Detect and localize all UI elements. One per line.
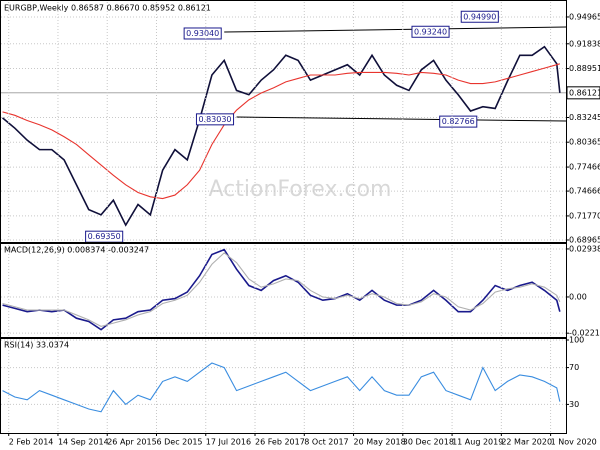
y-tick-label: 0.71770 (569, 211, 600, 220)
annotation-label: 0.93240 (414, 27, 447, 36)
series-line (2, 362, 561, 413)
macd-frame (0, 243, 567, 338)
x-tick-label: 8 Oct 2017 (304, 438, 348, 447)
macd-title: MACD(12,26,9) 0.008374 -0.003247 (4, 246, 149, 255)
x-tick-label: 2 Feb 2014 (9, 438, 54, 447)
annotation: 0.82766 (439, 115, 478, 128)
series-line (2, 63, 560, 200)
y-tick-label: 0.00 (569, 292, 587, 301)
watermark: ActionForex.com (209, 177, 392, 202)
y-tick-label: 100 (569, 336, 584, 345)
x-tick-label: 26 Apr 2015 (107, 438, 156, 447)
x-tick-label: 22 Mar 2020 (501, 438, 552, 447)
rsi-title: RSI(14) 33.0374 (4, 341, 69, 350)
annotation-label: 0.83030 (198, 115, 231, 124)
annotation-label: 0.94990 (463, 12, 496, 21)
price-title: EURGBP,Weekly 0.86587 0.86670 0.85952 0.… (4, 4, 211, 13)
last-price-box (566, 86, 600, 100)
annotation: 0.69350 (85, 230, 124, 243)
x-tick-label: 26 Feb 2017 (255, 438, 305, 447)
annotation-label: 0.69350 (88, 232, 121, 241)
annotation: 0.83030 (195, 113, 235, 126)
y-tick-label: 0.83245 (569, 113, 600, 122)
x-tick-label: 14 Sep 2014 (58, 438, 109, 447)
series-line (2, 45, 561, 227)
marks: 0.93040 0.83030 0.69350 0.93240 0.94990 0.827… (1, 2, 567, 432)
annotation: 0.93240 (411, 25, 450, 38)
x-tick-label: 17 Jul 2016 (206, 438, 251, 447)
annotation: 0.94990 (460, 10, 499, 23)
annotation-box (195, 113, 235, 126)
annotation-box (439, 115, 478, 128)
series-line (2, 252, 561, 327)
trend-line (236, 116, 567, 122)
x-tick-label: 6 Dec 2015 (156, 438, 202, 447)
trend-line (224, 26, 567, 33)
annotation-label: 0.93040 (186, 29, 219, 38)
y-tick-label: 0.74666 (569, 187, 600, 196)
y-tick-label: 0.94965 (569, 12, 600, 21)
y-tick-label: 30 (569, 400, 579, 409)
x-tick-label: 30 Dec 2018 (403, 438, 454, 447)
y-tick-label: 0.80365 (569, 138, 600, 147)
annotation-box (411, 25, 450, 38)
x-tick-label: 1 Nov 2020 (551, 438, 597, 447)
y-tick-label: 0.68965 (569, 235, 600, 244)
price-frame (0, 0, 567, 243)
x-tick-label: 20 May 2018 (354, 438, 406, 447)
y-tick-label: 70 (569, 363, 579, 372)
y-tick-label: 0.029387 (569, 244, 600, 253)
y-tick-label: -0.022161 (569, 329, 600, 338)
last-price-label: 0.86121 (569, 88, 600, 97)
annotation-box (183, 27, 222, 40)
annotation-box (460, 10, 499, 23)
annotation-label: 0.82766 (442, 117, 475, 126)
y-tick-label: 0.88951 (569, 64, 600, 73)
y-tick-label: 0.91838 (569, 39, 600, 48)
y-tick-label: 0.77466 (569, 163, 600, 172)
annotation: 0.93040 (183, 27, 222, 40)
x-tick-label: 11 Aug 2019 (452, 438, 503, 447)
rsi-frame (0, 338, 567, 434)
